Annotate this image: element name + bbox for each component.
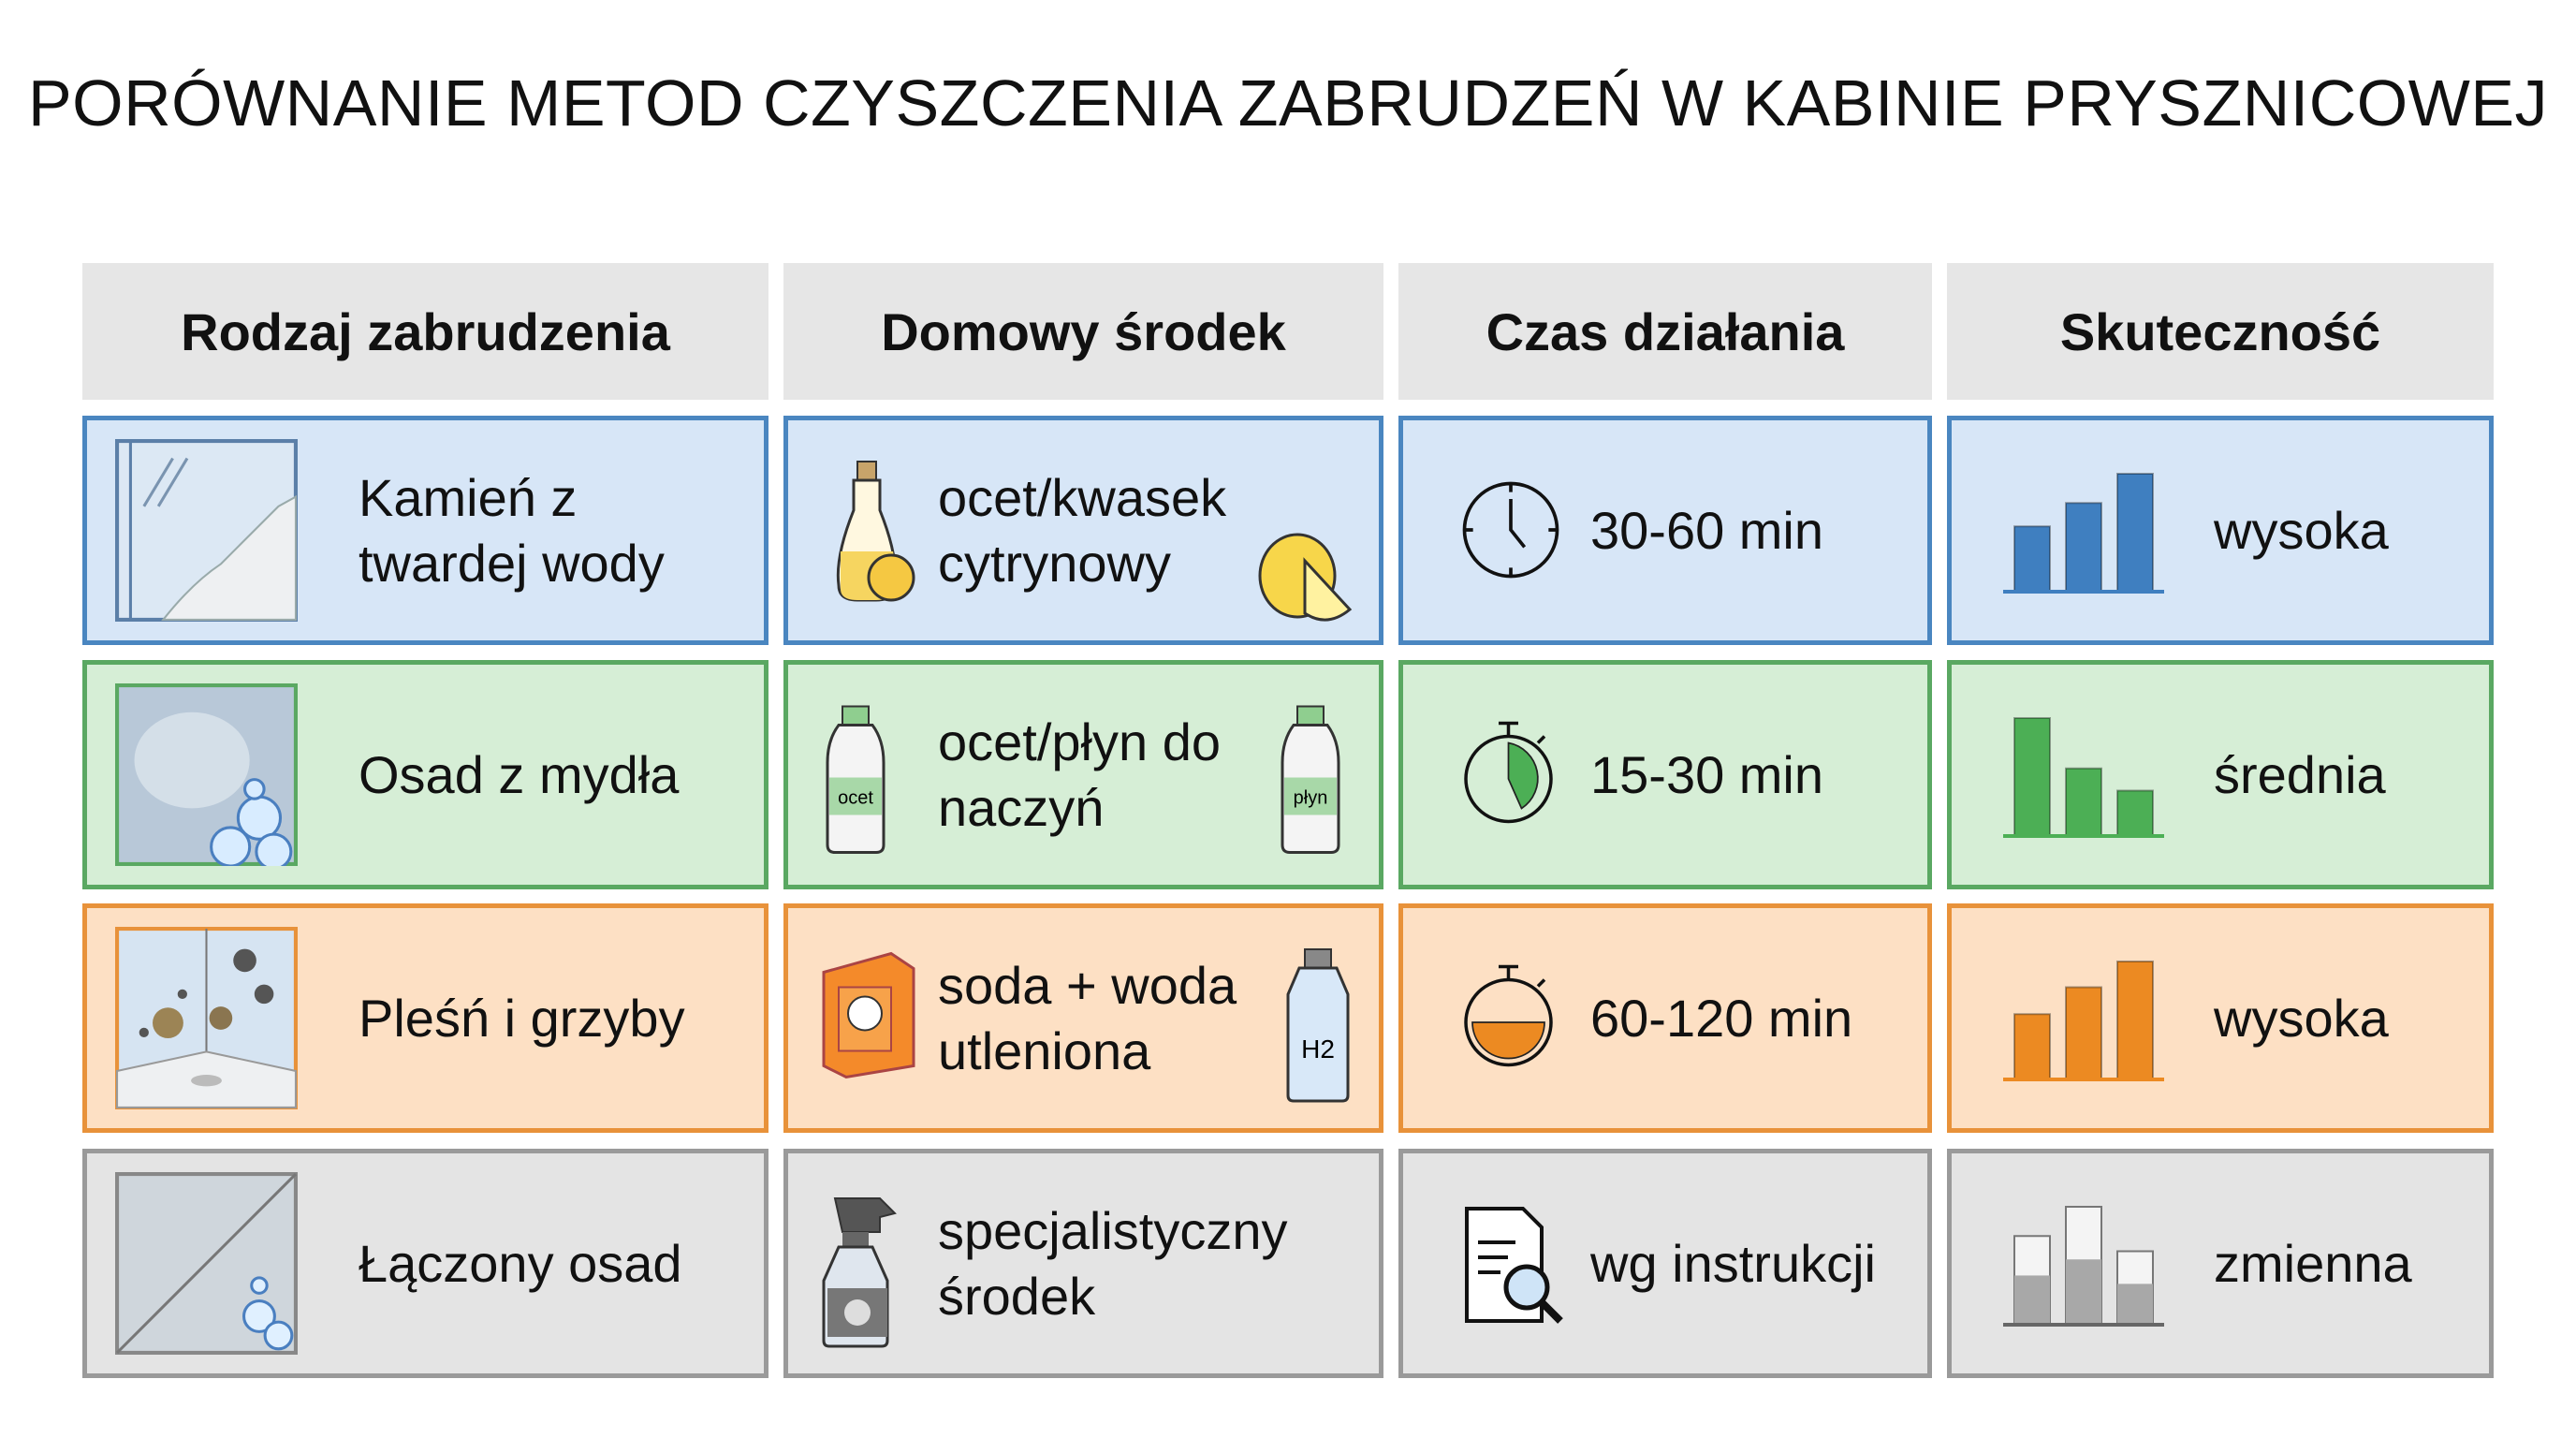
cell-dirt-type: Łączony osad bbox=[82, 1149, 768, 1378]
effectiveness-label: zmienna bbox=[2214, 1233, 2412, 1293]
stopwatch-icon bbox=[1459, 960, 1558, 1077]
header-agent: Domowy środek bbox=[783, 263, 1383, 400]
bar bbox=[2013, 1013, 2051, 1079]
bar-fill bbox=[2014, 1275, 2050, 1324]
time-label: wg instrukcji bbox=[1590, 1233, 1876, 1293]
effectiveness-bars-icon bbox=[2003, 473, 2164, 594]
dirt-type-label: Łączony osad bbox=[359, 1233, 682, 1293]
agent-label: soda + woda utleniona bbox=[938, 955, 1237, 1080]
bar bbox=[2116, 473, 2154, 592]
agent-label: ocet/płyn do naczyń bbox=[938, 712, 1221, 837]
baking-soda-box-icon bbox=[816, 946, 919, 1086]
bottle-label: H2 bbox=[1301, 1034, 1335, 1064]
vinegar-bottle-icon: ocet bbox=[816, 702, 900, 861]
cell-effectiveness: zmienna bbox=[1947, 1149, 2494, 1378]
cell-dirt-type: Osad z mydła bbox=[82, 660, 768, 889]
dirt-type-label: Pleśń i grzyby bbox=[359, 988, 685, 1048]
bar-chart-icon bbox=[2003, 467, 2167, 603]
mold-corner-icon bbox=[114, 927, 298, 1114]
header-effectiveness: Skuteczność bbox=[1947, 263, 2494, 400]
soap-scum-glass-icon bbox=[114, 683, 298, 871]
peroxide-bottle-icon: H2 bbox=[1281, 946, 1355, 1109]
effectiveness-bars-icon bbox=[2003, 717, 2164, 838]
bar bbox=[2065, 767, 2102, 836]
cell-dirt-type: Pleśń i grzyby bbox=[82, 903, 768, 1133]
cell-agent: ocet/kwasek cytrynowy bbox=[783, 416, 1383, 645]
bar-chart-icon bbox=[2003, 955, 2167, 1091]
dirt-type-label: Osad z mydła bbox=[359, 744, 680, 804]
header-time: Czas działania bbox=[1398, 263, 1932, 400]
bar bbox=[2013, 717, 2051, 836]
bar-chart-icon bbox=[2003, 712, 2167, 847]
time-label: 60-120 min bbox=[1590, 988, 1853, 1048]
stopwatch-icon bbox=[1459, 716, 1558, 833]
cell-time: wg instrukcji bbox=[1398, 1149, 1932, 1378]
page-title: PORÓWNANIE METOD CZYSZCZENIA ZABRUDZEŃ W… bbox=[27, 66, 2549, 139]
cell-agent: H2 soda + woda utleniona bbox=[783, 903, 1383, 1133]
document-magnifier-icon bbox=[1459, 1205, 1572, 1331]
bar bbox=[2065, 986, 2102, 1079]
cell-effectiveness: wysoka bbox=[1947, 903, 2494, 1133]
mixed-deposit-glass-icon bbox=[114, 1172, 298, 1359]
bar-fill bbox=[2117, 1284, 2153, 1324]
spray-bottle-icon bbox=[816, 1191, 900, 1355]
bar bbox=[2116, 961, 2154, 1079]
bar bbox=[2013, 525, 2051, 592]
effectiveness-label: wysoka bbox=[2214, 988, 2389, 1048]
agent-label: specjalistyczny środek bbox=[938, 1200, 1288, 1326]
cell-agent: specjalistyczny środek bbox=[783, 1149, 1383, 1378]
cell-time: 15-30 min bbox=[1398, 660, 1932, 889]
lemon-icon bbox=[1252, 523, 1355, 631]
glass-limescale-icon bbox=[114, 439, 298, 626]
header-dirt-type: Rodzaj zabrudzenia bbox=[82, 263, 768, 400]
dish-soap-pump-icon: płyn bbox=[1271, 702, 1355, 861]
bar-fill bbox=[2066, 1259, 2101, 1324]
bottle-label: ocet bbox=[838, 788, 873, 809]
bar bbox=[2065, 502, 2102, 592]
clock-icon bbox=[1459, 478, 1562, 586]
cell-time: 60-120 min bbox=[1398, 903, 1932, 1133]
effectiveness-label: średnia bbox=[2214, 744, 2386, 804]
effectiveness-bars-icon bbox=[2003, 961, 2164, 1081]
cell-agent: ocet płyn ocet/płyn do naczyń bbox=[783, 660, 1383, 889]
agent-label: ocet/kwasek cytrynowy bbox=[938, 467, 1227, 593]
dirt-type-label: Kamień z twardej wody bbox=[359, 467, 665, 593]
cell-effectiveness: średnia bbox=[1947, 660, 2494, 889]
time-label: 30-60 min bbox=[1590, 500, 1824, 560]
cell-time: 30-60 min bbox=[1398, 416, 1932, 645]
cell-effectiveness: wysoka bbox=[1947, 416, 2494, 645]
bottle-label: płyn bbox=[1294, 788, 1328, 809]
vinegar-cruet-icon bbox=[816, 458, 919, 612]
effectiveness-bars-icon bbox=[2003, 1206, 2164, 1327]
time-label: 15-30 min bbox=[1590, 744, 1824, 804]
effectiveness-label: wysoka bbox=[2214, 500, 2389, 560]
cell-dirt-type: Kamień z twardej wody bbox=[82, 416, 768, 645]
bar bbox=[2116, 789, 2154, 836]
bar-chart-icon bbox=[2003, 1200, 2167, 1336]
